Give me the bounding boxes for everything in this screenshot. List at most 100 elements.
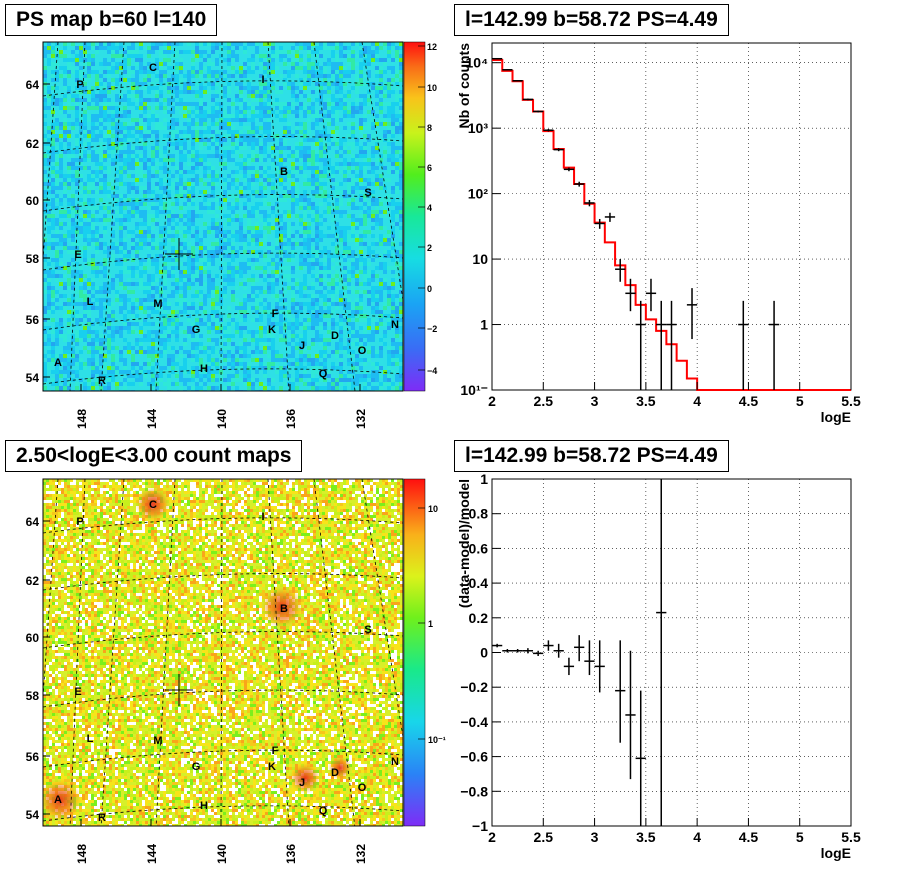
map-pixel — [323, 366, 327, 370]
map-pixel — [383, 46, 387, 50]
map-pixel — [399, 266, 403, 270]
map-pixel — [279, 214, 283, 218]
map-pixel — [363, 50, 367, 54]
map-pixel — [75, 230, 79, 234]
map-pixel — [279, 162, 283, 166]
map-pixel — [291, 62, 295, 66]
map-pixel — [243, 166, 247, 170]
map-pixel — [107, 182, 111, 186]
map-pixel — [367, 262, 371, 266]
map-pixel — [243, 78, 247, 82]
map-pixel — [391, 118, 395, 122]
map-pixel — [231, 142, 235, 146]
map-pixel — [279, 266, 283, 270]
map-pixel — [223, 46, 227, 50]
map-pixel — [155, 322, 159, 326]
map-pixel — [335, 134, 339, 138]
map-pixel — [211, 70, 215, 74]
map-pixel — [235, 362, 239, 366]
map-pixel — [179, 162, 183, 166]
map-pixel — [331, 166, 335, 170]
map-pixel — [387, 314, 391, 318]
map-pixel — [47, 98, 51, 102]
map-pixel — [139, 318, 143, 322]
map-pixel — [223, 366, 227, 370]
map-pixel — [87, 222, 91, 226]
map-pixel — [147, 126, 151, 130]
map-pixel — [111, 326, 115, 330]
map-pixel — [203, 122, 207, 126]
map-pixel — [59, 242, 63, 246]
map-pixel — [279, 238, 283, 242]
map-pixel — [159, 234, 163, 238]
map-pixel — [335, 66, 339, 70]
map-pixel — [291, 346, 295, 350]
map-pixel — [315, 82, 319, 86]
map-pixel — [355, 138, 359, 142]
map-pixel — [227, 350, 231, 354]
map-pixel — [115, 78, 119, 82]
map-pixel — [239, 270, 243, 274]
map-pixel — [91, 282, 95, 286]
map-pixel — [399, 374, 403, 378]
map-pixel — [363, 314, 367, 318]
map-pixel — [51, 178, 55, 182]
map-pixel — [351, 250, 355, 254]
map-pixel — [255, 94, 259, 98]
map-pixel — [383, 334, 387, 338]
map-pixel — [335, 354, 339, 358]
map-pixel — [179, 58, 183, 62]
map-pixel — [319, 194, 323, 198]
map-pixel — [251, 350, 255, 354]
map-pixel — [159, 342, 163, 346]
map-pixel — [367, 334, 371, 338]
map-pixel — [87, 118, 91, 122]
map-pixel — [191, 74, 195, 78]
map-pixel — [315, 150, 319, 154]
map-pixel — [59, 326, 63, 330]
map-pixel — [83, 302, 87, 306]
map-pixel — [275, 78, 279, 82]
map-pixel — [307, 310, 311, 314]
map-pixel — [271, 62, 275, 66]
map-pixel — [199, 50, 203, 54]
map-pixel — [223, 342, 227, 346]
map-pixel — [195, 130, 199, 134]
map-pixel — [199, 42, 203, 46]
map-pixel — [75, 138, 79, 142]
map-pixel — [147, 122, 151, 126]
map-pixel — [271, 270, 275, 274]
map-pixel — [231, 202, 235, 206]
map-pixel — [123, 254, 127, 258]
map-pixel — [51, 66, 55, 70]
map-pixel — [79, 290, 83, 294]
map-pixel — [379, 242, 383, 246]
map-pixel — [107, 290, 111, 294]
map-pixel — [143, 222, 147, 226]
map-pixel — [315, 234, 319, 238]
map-pixel — [239, 358, 243, 362]
map-pixel — [247, 198, 251, 202]
map-pixel — [303, 46, 307, 50]
map-pixel — [287, 210, 291, 214]
map-pixel — [203, 206, 207, 210]
map-pixel — [151, 346, 155, 350]
map-pixel — [395, 266, 399, 270]
map-pixel — [371, 286, 375, 290]
map-pixel — [279, 366, 283, 370]
map-pixel — [387, 250, 391, 254]
map-pixel — [215, 214, 219, 218]
map-pixel — [207, 314, 211, 318]
map-pixel — [307, 54, 311, 58]
map-pixel — [351, 154, 355, 158]
map-pixel — [303, 330, 307, 334]
map-pixel — [279, 110, 283, 114]
map-pixel — [127, 94, 131, 98]
map-pixel — [247, 262, 251, 266]
map-pixel — [263, 374, 267, 378]
map-pixel — [47, 326, 51, 330]
map-pixel — [399, 162, 403, 166]
map-pixel — [279, 150, 283, 154]
map-pixel — [143, 142, 147, 146]
